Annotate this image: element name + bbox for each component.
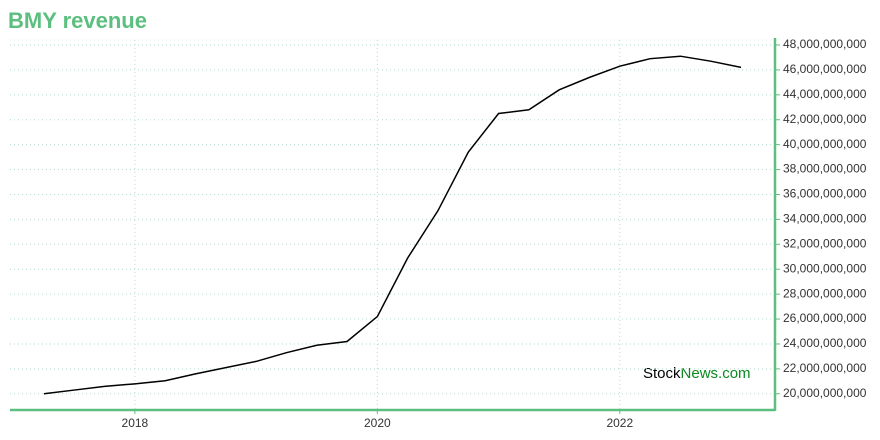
y-tick-label: 20,000,000,000: [783, 386, 867, 400]
y-tick-label: 32,000,000,000: [783, 236, 867, 250]
chart-title: BMY revenue: [8, 8, 147, 33]
x-tick-label: 2022: [606, 416, 633, 430]
y-tick-label: 28,000,000,000: [783, 286, 867, 300]
x-tick-label: 2020: [364, 416, 391, 430]
watermark-part: News.com: [681, 365, 751, 382]
line-series: [43, 55, 742, 395]
y-tick-label: 44,000,000,000: [783, 87, 867, 101]
y-tick-label: 48,000,000,000: [783, 37, 867, 51]
x-tick-label: 2018: [122, 416, 149, 430]
y-tick-label: 24,000,000,000: [783, 336, 867, 350]
y-tick-label: 42,000,000,000: [783, 112, 867, 126]
y-tick-label: 26,000,000,000: [783, 311, 867, 325]
y-tick-label: 38,000,000,000: [783, 162, 867, 176]
y-tick-label: 46,000,000,000: [783, 62, 867, 76]
y-tick-label: 30,000,000,000: [783, 261, 867, 275]
y-tick-label: 40,000,000,000: [783, 137, 867, 151]
y-tick-label: 22,000,000,000: [783, 361, 867, 375]
watermark: StockNews.com: [643, 365, 751, 382]
watermark-part: Stock: [643, 365, 681, 382]
y-tick-label: 36,000,000,000: [783, 187, 867, 201]
y-tick-label: 34,000,000,000: [783, 212, 867, 226]
